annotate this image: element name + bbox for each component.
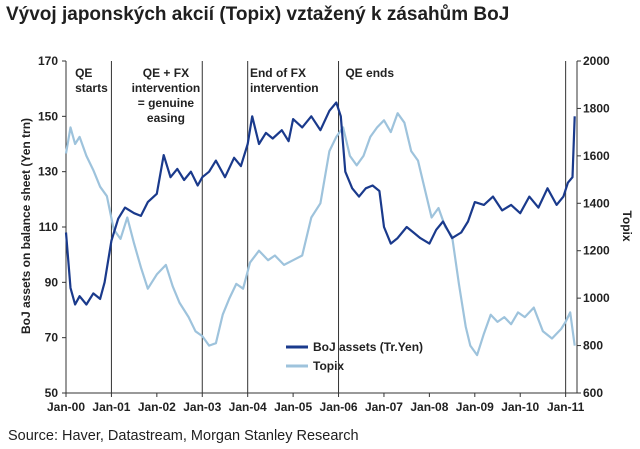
y-axis-label: BoJ assets on balance sheet (Yen trn) xyxy=(19,118,33,334)
annotation-line: QE ends xyxy=(345,66,394,80)
annotation-line: QE xyxy=(75,66,92,80)
annotation-line: End of FX xyxy=(250,66,306,80)
x-tick-label: Jan-05 xyxy=(274,400,312,414)
annotation-line: starts xyxy=(75,81,108,95)
y-tick-label: 90 xyxy=(45,275,59,289)
annotation-line: QE + FX xyxy=(143,66,189,80)
annotation-line: easing xyxy=(147,111,185,125)
annotation-line: intervention xyxy=(250,81,319,95)
left-axis-ticks: 50 70 90 110 130 150 170 xyxy=(38,54,66,400)
topix-series xyxy=(64,112,576,357)
y-tick-label: 70 xyxy=(45,331,59,345)
x-tick-label: Jan-04 xyxy=(229,400,267,414)
annotation: QE starts xyxy=(75,66,108,95)
y2-tick-label: 2000 xyxy=(583,54,610,68)
page-title: Vývoj japonských akcií (Topix) vztažený … xyxy=(6,4,510,25)
y2-axis-label: Topix xyxy=(620,210,634,241)
x-tick-label: Jan-00 xyxy=(47,400,85,414)
legend-label-topix: Topix xyxy=(313,359,344,373)
boj-series xyxy=(64,101,576,306)
legend: BoJ assets (Tr.Yen) Topix xyxy=(286,340,423,373)
y-tick-label: 110 xyxy=(39,220,59,234)
x-tick-label: Jan-07 xyxy=(365,400,403,414)
x-tick-label: Jan-06 xyxy=(320,400,358,414)
x-tick-label: Jan-09 xyxy=(456,400,494,414)
y2-tick-label: 1600 xyxy=(583,149,610,163)
x-tick-label: Jan-01 xyxy=(92,400,130,414)
y2-tick-label: 1000 xyxy=(583,291,610,305)
annotation-line: intervention xyxy=(132,81,201,95)
x-tick-label: Jan-11 xyxy=(547,400,585,414)
x-tick-label: Jan-08 xyxy=(410,400,448,414)
annotation: End of FX intervention xyxy=(250,66,319,95)
y2-tick-label: 800 xyxy=(583,339,603,353)
x-tick-label: Jan-10 xyxy=(501,400,539,414)
annotation: QE + FX intervention = genuine easing xyxy=(132,66,201,125)
right-axis-ticks: 600 800 1000 1200 1400 1600 1800 2000 xyxy=(577,54,610,400)
source-note: Source: Haver, Datastream, Morgan Stanle… xyxy=(8,428,359,444)
y-tick-label: 150 xyxy=(38,109,58,123)
annotation: QE ends xyxy=(345,66,394,80)
y-tick-label: 170 xyxy=(38,54,58,68)
x-axis-ticks: Jan-00 Jan-01 Jan-02 Jan-03 Jan-04 Jan-05 Jan-… xyxy=(47,393,585,414)
series-line xyxy=(64,101,576,306)
y-tick-label: 130 xyxy=(38,165,58,179)
y2-tick-label: 1800 xyxy=(583,101,610,115)
x-tick-label: Jan-03 xyxy=(183,400,221,414)
series-line xyxy=(64,112,576,357)
y2-tick-label: 1200 xyxy=(583,244,610,258)
x-tick-label: Jan-02 xyxy=(138,400,176,414)
annotation-line: = genuine xyxy=(138,96,195,110)
y2-tick-label: 1400 xyxy=(583,196,610,210)
legend-label-boj: BoJ assets (Tr.Yen) xyxy=(313,340,423,354)
y2-tick-label: 600 xyxy=(583,386,603,400)
y-tick-label: 50 xyxy=(45,386,59,400)
